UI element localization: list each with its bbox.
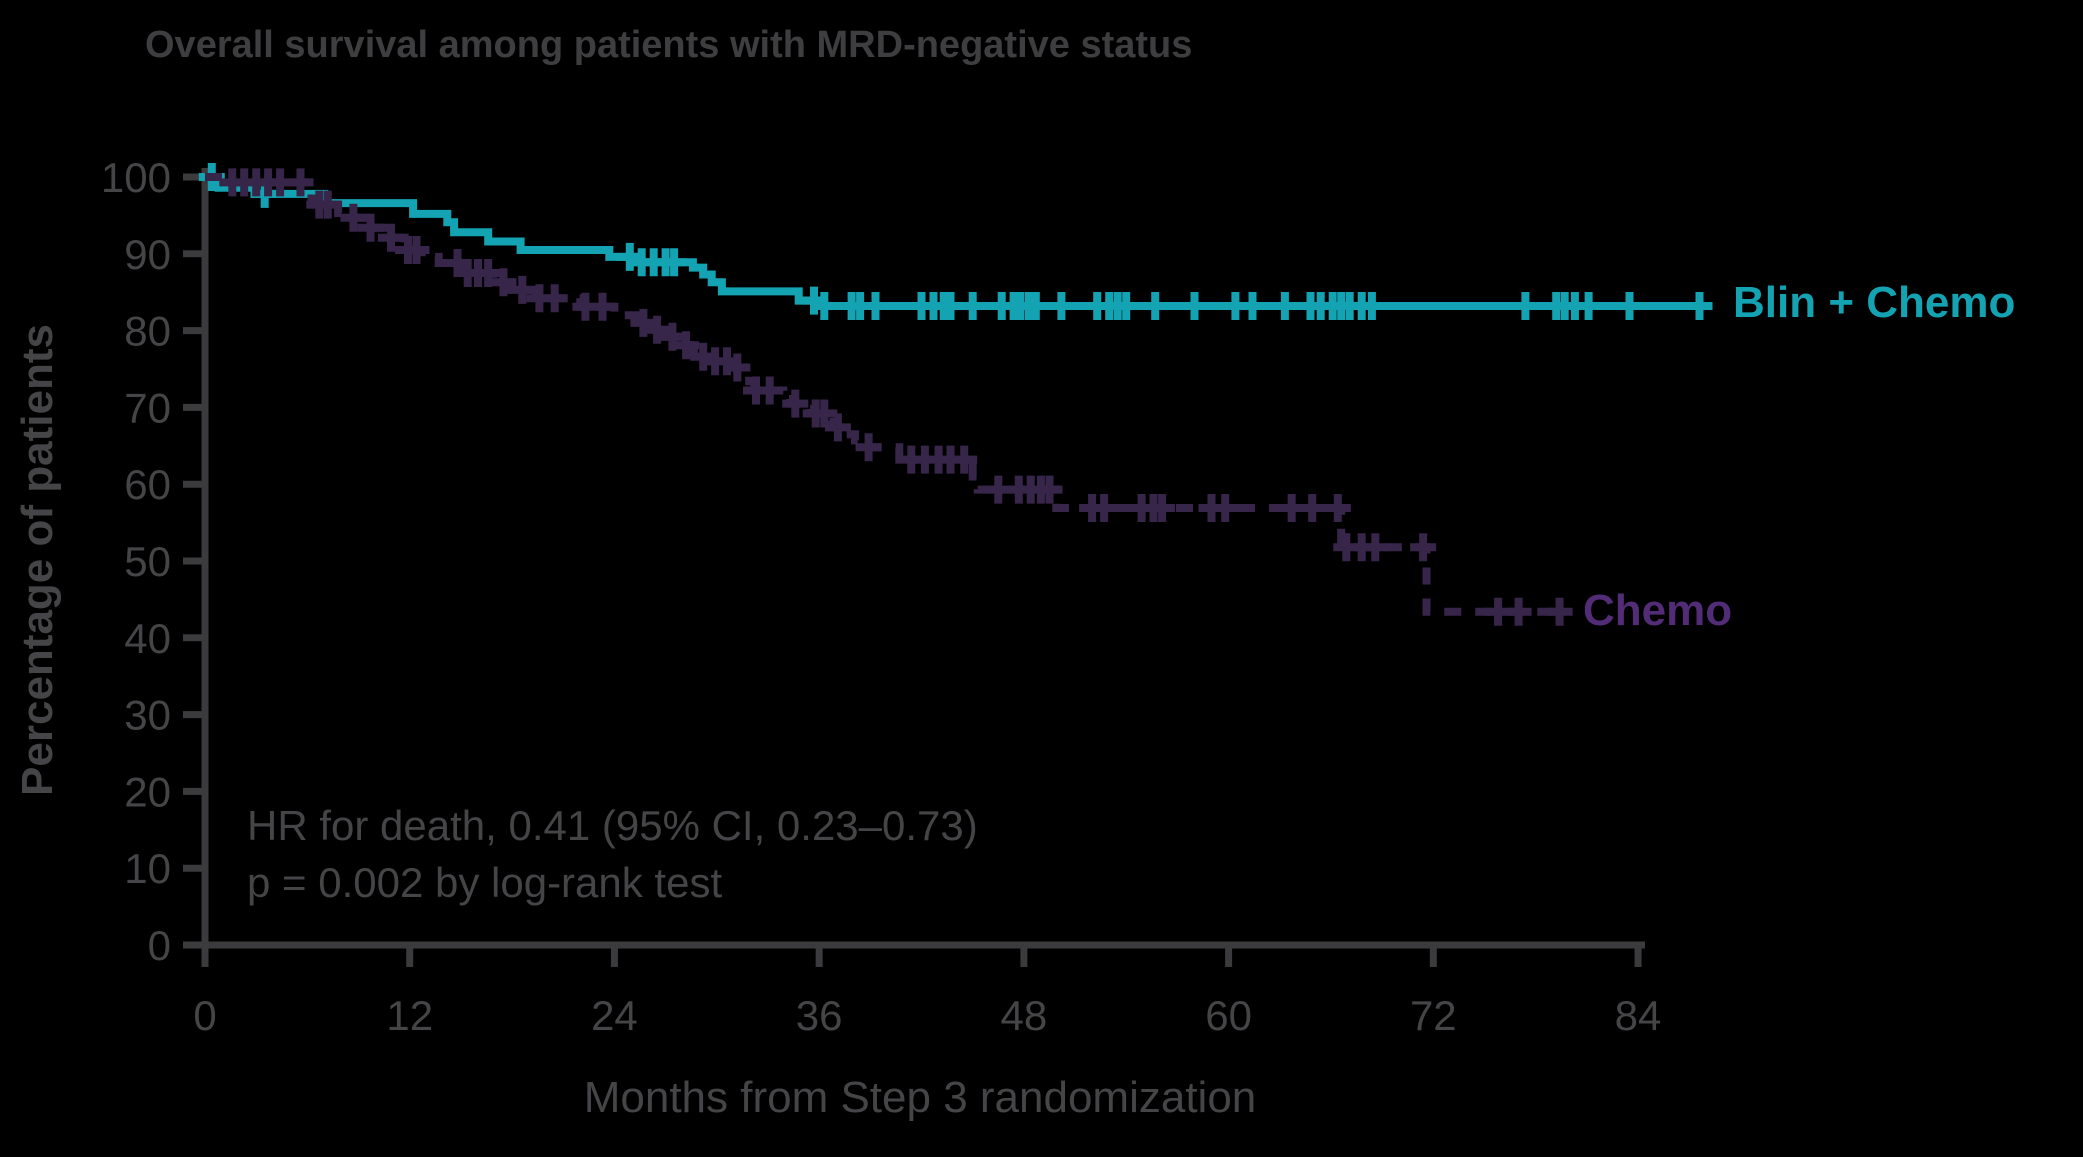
x-tick-label: 0 — [193, 992, 216, 1039]
x-tick-label: 84 — [1615, 992, 1662, 1039]
legend-chemo: Chemo — [1583, 586, 1732, 635]
y-axis-ticks: 0 10 20 30 40 50 60 70 80 90 100 — [101, 154, 205, 969]
x-tick-label: 48 — [1001, 992, 1048, 1039]
series-blin-chemo — [198, 163, 1713, 320]
y-tick-label: 70 — [124, 384, 171, 431]
y-tick-label: 10 — [124, 845, 171, 892]
survival-curve — [205, 173, 1569, 616]
x-axis-ticks: 0 12 24 36 48 60 72 84 — [193, 945, 1661, 1039]
x-tick-label: 36 — [796, 992, 843, 1039]
y-tick-label: 60 — [124, 461, 171, 508]
y-tick-label: 50 — [124, 538, 171, 585]
annotation-p-value: p = 0.002 by log-rank test — [247, 859, 722, 906]
x-tick-label: 72 — [1410, 992, 1457, 1039]
x-tick-label: 60 — [1205, 992, 1252, 1039]
y-axis-title: Percentage of patients — [13, 324, 62, 796]
y-tick-label: 90 — [124, 231, 171, 278]
y-tick-label: 40 — [124, 615, 171, 662]
x-axis-title: Months from Step 3 randomization — [584, 1073, 1257, 1122]
censor-marks — [219, 168, 1573, 626]
y-tick-label: 30 — [124, 692, 171, 739]
censor-marks — [198, 163, 1713, 320]
legend-blin-chemo: Blin + Chemo — [1733, 278, 2015, 327]
y-tick-label: 100 — [101, 154, 171, 201]
series-chemo — [205, 168, 1573, 626]
annotation-hazard-ratio: HR for death, 0.41 (95% CI, 0.23–0.73) — [247, 802, 978, 849]
chart-title: Overall survival among patients with MRD… — [145, 24, 1192, 66]
x-tick-label: 24 — [591, 992, 638, 1039]
y-tick-label: 20 — [124, 768, 171, 815]
y-tick-label: 80 — [124, 308, 171, 355]
y-tick-label: 0 — [148, 922, 171, 969]
x-tick-label: 12 — [386, 992, 433, 1039]
survival-curve — [205, 173, 1705, 310]
series-curves — [198, 163, 1713, 626]
